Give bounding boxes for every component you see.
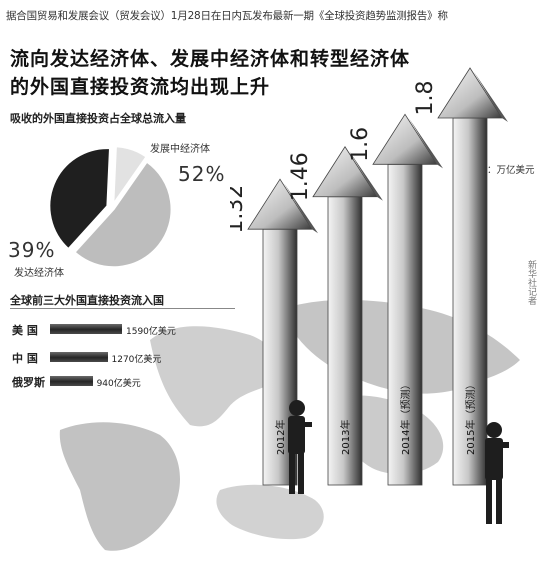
pie-slice-2 bbox=[48, 147, 112, 251]
country-label-russia: 俄罗斯 bbox=[12, 376, 45, 389]
arrow-value-label-4: 1.8 bbox=[413, 81, 438, 116]
headline-line-2: 的外国直接投资流均出现上升 bbox=[10, 76, 271, 98]
arrow-bar-chart: 1.32 2012年 1.46 2013年 1.6 2014年（预测） 1.8 2015年（预… bbox=[230, 67, 508, 486]
country-label-usa: 美 国 bbox=[12, 324, 38, 337]
hbar-value-china: 1270亿美元 bbox=[111, 355, 162, 365]
arrow-bar-1: 1.32 2012年 bbox=[230, 178, 318, 486]
arrow-bar-2: 1.46 2013年 bbox=[288, 146, 383, 486]
hbar-value-russia: 940亿美元 bbox=[96, 379, 141, 389]
arrow-head-shade-3 bbox=[409, 118, 443, 169]
top3-divider bbox=[10, 308, 235, 309]
pie-title: 吸收的外国直接投资占全球总流入量 bbox=[10, 112, 186, 125]
arrow-head-shade-2 bbox=[349, 150, 383, 201]
map-oceania bbox=[216, 484, 324, 540]
country-label-china: 中 国 bbox=[12, 352, 38, 365]
arrow-head-4 bbox=[437, 67, 503, 119]
pie-slice-1 bbox=[73, 160, 173, 269]
hbar-value-usa: 1590亿美元 bbox=[126, 327, 176, 337]
pie-pct-developing: 52% bbox=[178, 162, 226, 186]
pie-pct-developed: 39% bbox=[8, 238, 56, 262]
hbar-russia bbox=[50, 376, 93, 386]
map-africa bbox=[59, 422, 180, 551]
arrow-head-2 bbox=[312, 146, 378, 198]
arrow-year-label-3: 2014年（预测） bbox=[399, 380, 412, 455]
arrow-value-label-1: 1.32 bbox=[230, 185, 248, 234]
arrow-head-1 bbox=[247, 178, 313, 230]
top3-title: 全球前三大外国直接投资流入国 bbox=[10, 294, 164, 307]
hbar-china bbox=[50, 352, 108, 362]
map-americas bbox=[150, 326, 281, 427]
pie-chart bbox=[48, 145, 173, 269]
pie-slice-other bbox=[112, 145, 148, 208]
arrow-shaft-2 bbox=[327, 196, 363, 486]
arrow-value-label-3: 1.6 bbox=[348, 127, 373, 162]
side-credit: 新华社记者 bbox=[526, 260, 536, 305]
arrow-year-label-4: 2015年（预测） bbox=[464, 380, 477, 455]
unit-label: 单位：万亿美元 bbox=[468, 165, 535, 176]
arrow-head-shade-4 bbox=[474, 72, 508, 122]
arrow-shaft-3 bbox=[387, 163, 423, 486]
arrow-bar-4: 1.8 2015年（预测） bbox=[413, 67, 508, 486]
pie-label-developing: 发展中经济体 bbox=[150, 144, 210, 155]
arrow-head-3 bbox=[372, 113, 438, 165]
pie-label-developed: 发达经济体 bbox=[14, 268, 64, 279]
arrow-value-label-2: 1.46 bbox=[288, 152, 313, 201]
arrow-year-label-1: 2012年 bbox=[274, 420, 287, 455]
hbar-usa bbox=[50, 324, 122, 334]
arrow-shaft-4 bbox=[452, 117, 488, 486]
arrow-year-label-2: 2013年 bbox=[339, 420, 352, 455]
arrow-head-shade-1 bbox=[284, 183, 318, 234]
headline-line-1: 流向发达经济体、发展中经济体和转型经济体 bbox=[10, 48, 411, 70]
source-line: 据合国贸易和发展会议（贸发会议）1月28日在日内瓦发布最新一期《全球投资趋势监测… bbox=[6, 10, 448, 22]
arrow-bar-3: 1.6 2014年（预测） bbox=[348, 113, 443, 486]
